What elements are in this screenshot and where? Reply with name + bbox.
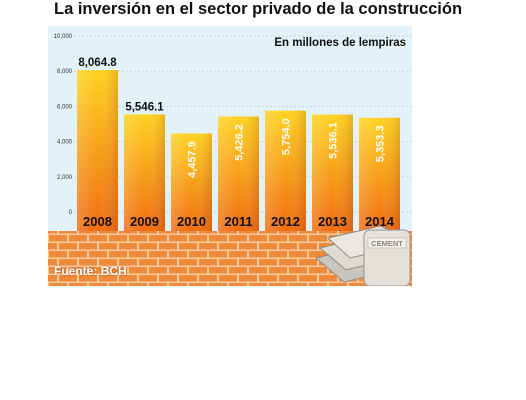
bar-shade-2014 (359, 117, 400, 232)
y-tick-label: 8,000 (57, 69, 73, 75)
bar-chart: 0 2,000 4,000 6,000 8,000 10,000 8,064.8 5,546… (48, 34, 412, 286)
x-tick-label: 2009 (130, 214, 159, 229)
cement-bags-illustration: CEMENT (314, 225, 411, 286)
data-label: 5,546.1 (125, 101, 164, 113)
bar-shade-2013 (312, 114, 353, 232)
x-tick-label: 2010 (177, 214, 206, 229)
data-labels: 8,064.8 5,546.1 4,457.9 5,426.2 5,754.0 5,536… (78, 57, 386, 178)
y-tick-label: 0 (69, 210, 73, 216)
data-label: 5,353.3 (375, 125, 387, 162)
x-tick-label: 2011 (224, 214, 252, 229)
x-tick-label: 2008 (83, 214, 112, 229)
y-tick-label: 6,000 (57, 104, 73, 110)
page-title: La inversión en el sector privado de la … (54, 0, 463, 18)
data-label: 5,536.1 (328, 122, 340, 159)
svg-text:CEMENT: CEMENT (371, 239, 403, 248)
y-axis-ticks: 0 2,000 4,000 6,000 8,000 10,000 (54, 34, 73, 216)
chart-panel: 0 2,000 4,000 6,000 8,000 10,000 8,064.8 5,546… (48, 26, 412, 286)
bar-shade-2011 (218, 116, 259, 232)
data-label: 5,426.2 (234, 124, 246, 161)
y-tick-label: 10,000 (54, 34, 73, 40)
bar-shade-2012 (265, 110, 306, 232)
y-tick-label: 2,000 (57, 175, 73, 181)
bar-shade-2009 (124, 114, 165, 232)
data-label: 5,754.0 (281, 118, 293, 155)
data-label: 8,064.8 (78, 57, 117, 69)
bars (77, 70, 400, 232)
data-label: 4,457.9 (187, 141, 199, 178)
chart-subtitle: En millones de lempiras (274, 37, 406, 49)
x-tick-label: 2014 (365, 214, 395, 229)
source-label: Fuente: BCH (54, 264, 127, 278)
y-tick-label: 4,000 (57, 140, 73, 146)
x-axis-ticks: 2008 2009 2010 2011 2012 2013 2014 (83, 214, 395, 229)
bar-shade-2008 (77, 70, 118, 232)
x-tick-label: 2013 (318, 214, 347, 229)
bar-shade-2010 (171, 133, 212, 232)
x-tick-label: 2012 (271, 214, 300, 229)
